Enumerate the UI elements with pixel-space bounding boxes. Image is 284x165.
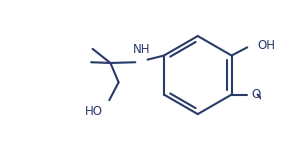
Text: HO: HO [85, 105, 103, 118]
Text: OH: OH [258, 39, 275, 52]
Text: NH: NH [133, 43, 151, 56]
Text: O: O [252, 88, 261, 101]
